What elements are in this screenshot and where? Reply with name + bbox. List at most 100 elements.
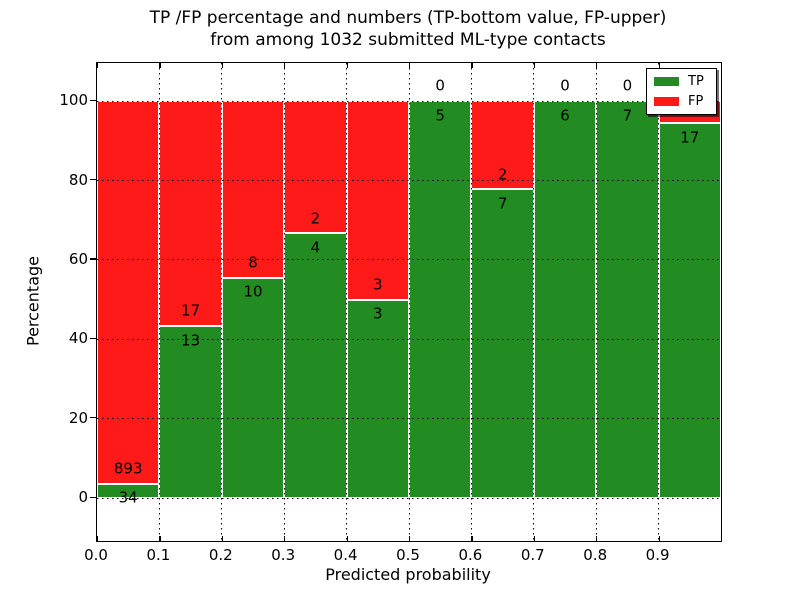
y-tick-mark xyxy=(90,496,96,498)
x-tick-mark xyxy=(284,63,286,68)
horizontal-gridline xyxy=(97,497,721,499)
legend-label-tp: TP xyxy=(688,74,704,89)
fp-count-label: 0 xyxy=(560,76,570,95)
y-tick-mark xyxy=(90,99,96,101)
horizontal-gridline xyxy=(97,418,721,420)
tp-count-label: 34 xyxy=(118,488,138,507)
legend-entry-tp: TP xyxy=(654,75,710,88)
vertical-gridline xyxy=(158,63,160,541)
y-tick-label: 100 xyxy=(59,91,88,110)
vertical-gridline xyxy=(595,63,597,541)
tp-count-label: 6 xyxy=(560,106,570,125)
x-tick-mark xyxy=(596,63,598,68)
vertical-gridline xyxy=(221,63,223,541)
fp-bar xyxy=(471,101,534,190)
fp-count-label: 8 xyxy=(248,253,258,272)
x-tick-mark xyxy=(471,63,473,68)
x-tick-mark xyxy=(409,63,411,68)
fp-count-label: 0 xyxy=(622,76,633,95)
x-tick-label: 0.3 xyxy=(271,546,296,564)
tp-count-label: 17 xyxy=(680,128,700,147)
vertical-gridline xyxy=(470,63,472,541)
chart-title: TP /FP percentage and numbers (TP-bottom… xyxy=(96,7,720,51)
tp-bar xyxy=(471,189,534,499)
fp-bar xyxy=(159,101,222,327)
tp-count-label: 3 xyxy=(373,304,383,323)
x-tick-mark xyxy=(159,536,161,541)
tp-count-label: 7 xyxy=(622,106,633,125)
fp-count-label: 2 xyxy=(310,209,321,228)
y-tick-label: 60 xyxy=(68,249,88,268)
x-tick-label: 0.7 xyxy=(520,546,545,564)
x-tick-label: 0.0 xyxy=(84,546,108,564)
tp-bar xyxy=(159,326,222,499)
vertical-gridline xyxy=(283,63,285,541)
tp-count-label: 4 xyxy=(310,238,321,257)
fp-count-label: 0 xyxy=(435,76,445,95)
horizontal-gridline xyxy=(97,180,721,181)
x-tick-mark xyxy=(533,63,536,68)
horizontal-gridline xyxy=(97,338,721,340)
fp-count-label: 17 xyxy=(181,301,201,320)
chart-title-line1: TP /FP percentage and numbers (TP-bottom… xyxy=(149,8,667,28)
x-tick-label: 0.6 xyxy=(458,546,483,564)
tp-count-label: 5 xyxy=(435,106,445,125)
x-tick-label: 0.5 xyxy=(396,546,420,564)
tp-bar xyxy=(409,101,472,499)
x-tick-mark xyxy=(97,536,99,541)
x-tick-mark xyxy=(346,536,348,541)
x-tick-label: 0.4 xyxy=(333,546,358,564)
x-tick-label: 0.1 xyxy=(146,546,171,564)
y-tick-mark xyxy=(90,178,96,181)
y-tick-mark xyxy=(90,258,96,260)
tp-bar xyxy=(658,123,721,499)
x-tick-mark xyxy=(596,536,598,541)
tp-bar xyxy=(533,101,597,499)
vertical-gridline xyxy=(658,63,660,541)
x-tick-mark xyxy=(159,63,161,68)
fp-bar xyxy=(97,101,160,484)
x-tick-label: 0.8 xyxy=(583,546,608,564)
y-tick-mark xyxy=(90,417,96,419)
horizontal-gridline xyxy=(97,100,721,102)
tp-bar xyxy=(284,233,347,499)
fp-count-label: 3 xyxy=(373,275,383,294)
tp-bar xyxy=(221,277,285,499)
x-tick-mark xyxy=(284,536,286,541)
x-tick-mark xyxy=(471,536,473,541)
x-tick-mark xyxy=(409,536,411,541)
x-tick-mark xyxy=(658,536,660,541)
y-tick-label: 20 xyxy=(68,408,88,427)
tp-bar xyxy=(346,299,409,499)
tp-count-label: 10 xyxy=(243,282,263,301)
x-tick-label: 0.9 xyxy=(645,546,670,564)
legend: TP FP xyxy=(646,68,717,115)
plot-area: 893341713810243305270607117 TP FP xyxy=(96,62,722,542)
fp-count-label: 2 xyxy=(497,165,508,184)
y-tick-label: 40 xyxy=(68,329,88,348)
x-tick-label: 0.2 xyxy=(208,546,233,564)
y-tick-label: 80 xyxy=(68,170,88,189)
x-tick-mark xyxy=(658,63,660,68)
x-axis-label: Predicted probability xyxy=(325,565,491,584)
fp-bar xyxy=(221,101,285,278)
x-tick-mark xyxy=(97,63,99,68)
fp-swatch-icon xyxy=(654,97,679,106)
vertical-gridline xyxy=(533,63,535,541)
x-tick-mark xyxy=(221,63,224,68)
legend-entry-fp: FP xyxy=(654,95,710,108)
tp-bar xyxy=(596,101,659,499)
y-tick-label: 0 xyxy=(78,488,88,507)
legend-label-fp: FP xyxy=(688,94,704,109)
fp-bar xyxy=(346,101,409,300)
tp-swatch-icon xyxy=(654,77,679,86)
x-tick-mark xyxy=(221,536,224,541)
y-tick-mark xyxy=(90,337,96,340)
x-tick-mark xyxy=(533,536,536,541)
fp-count-label: 893 xyxy=(113,459,143,478)
tp-count-label: 7 xyxy=(497,194,508,213)
vertical-gridline xyxy=(408,63,410,541)
chart-title-line2: from among 1032 submitted ML-type contac… xyxy=(210,30,606,50)
vertical-gridline xyxy=(346,63,348,541)
